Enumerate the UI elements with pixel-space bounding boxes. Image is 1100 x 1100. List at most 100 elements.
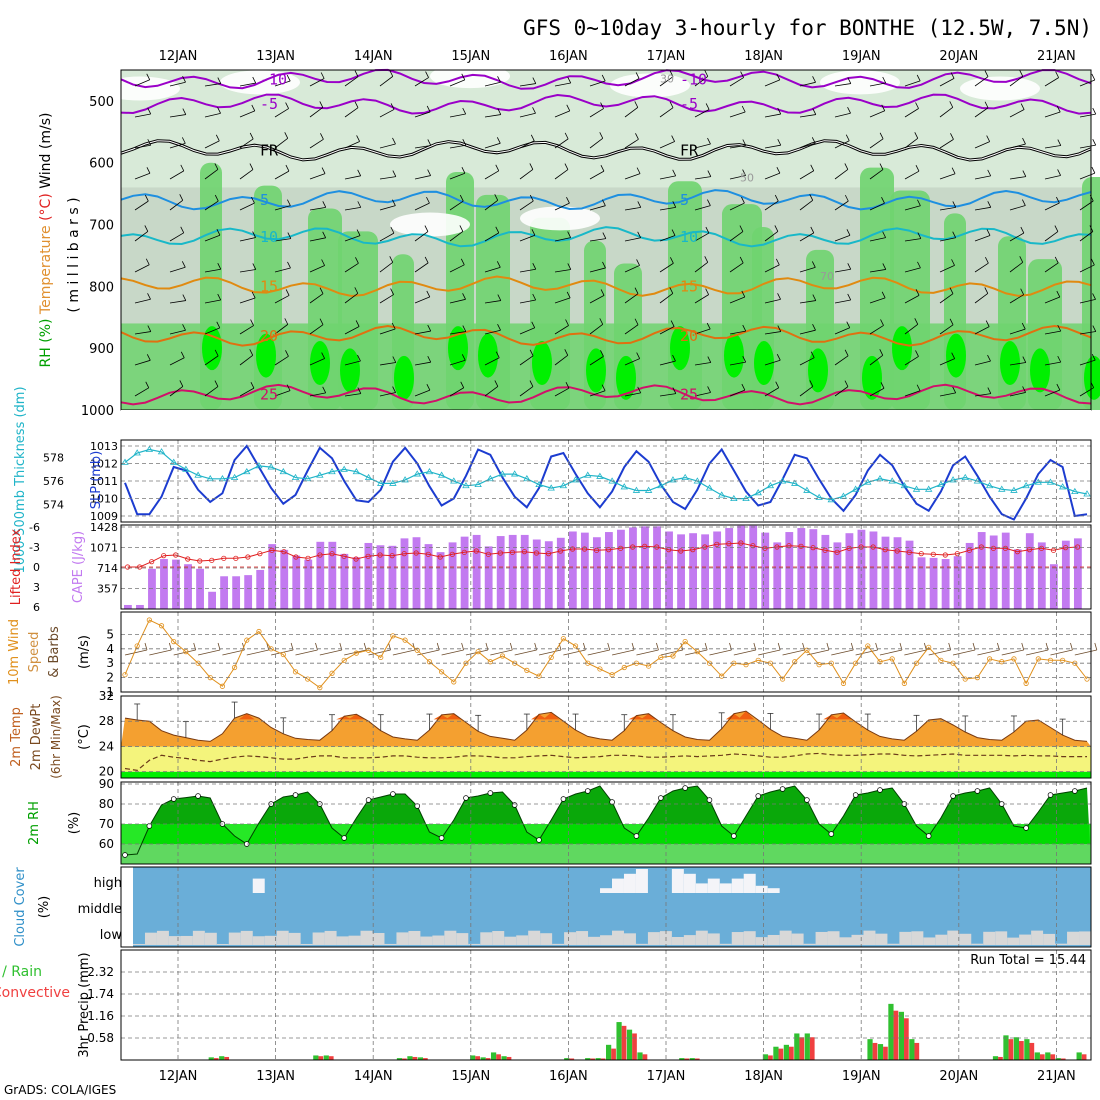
temp-ylabel: (6hr Min/Max) [49,695,63,779]
precip-conv-bar [224,1056,230,1060]
wind-barb [322,201,327,208]
wind-barb [1079,144,1096,149]
cloud-bar-low [743,931,756,945]
wind-barb [204,299,221,304]
li-marker [846,545,852,551]
wind-barb [554,82,571,87]
cloud-bar-low [540,933,553,945]
cape-bar [1073,538,1082,609]
wind-barb-10m [441,649,464,656]
wind-barb [424,225,429,232]
li-marker [569,546,576,552]
thickness-marker [717,491,726,498]
wind-barb [134,200,149,211]
rh-dry-pocket [610,73,690,98]
wind-barb-10m [514,649,537,656]
cloud-bar-low [133,944,145,945]
top-date-label: 14JAN [354,49,393,64]
wind-barb [147,107,152,115]
cloud-bar-low [504,936,517,945]
wind-speed-marker [353,650,359,656]
thickness-marker [462,482,470,489]
wind-barb [180,351,185,358]
wind-barb [449,331,466,335]
cloud-bar-low [647,932,660,945]
precip-conv-bar [998,1056,1003,1060]
wind-barb [414,389,431,397]
wind-speed-marker [524,667,530,674]
wind-barb [987,354,991,362]
precip-tick-label: 1.16 [87,1009,114,1023]
wind-barb [949,101,954,108]
rh-core [448,326,468,371]
wind-barb [1092,325,1097,332]
li-marker [521,549,528,555]
precip-conv-bar [872,1042,878,1060]
wind-speed-marker [426,659,433,665]
thickness-marker [413,470,421,477]
wind-barb [589,170,605,180]
wind-barb [169,300,186,304]
wind-barb [519,234,536,242]
temp-peak [543,712,560,720]
wind-barb [286,384,291,391]
wind-barb [519,83,536,87]
precip-total-bar [626,1029,633,1060]
wind-barb [462,325,467,332]
cloud-bar-low [815,931,828,945]
thickness-marker [510,470,519,477]
wind-barb-10m [319,649,342,656]
thickness-marker [1083,490,1091,497]
wind-barb [215,134,220,142]
wind-barb [1057,139,1062,146]
rh-marker [584,788,591,794]
cloud-row-label: high [94,876,122,891]
wind-barb [599,132,604,139]
cape-bar [472,534,481,609]
wind-barb [484,232,499,242]
wind-barb [179,380,184,387]
wind-barb [309,107,324,118]
wind-barb [390,226,395,234]
rh-plume [530,217,570,410]
wind-barb [659,393,676,397]
cape-bar [580,532,589,609]
wind-barb [379,262,393,273]
bottom-date-label: 19JAN [842,1069,881,1084]
wind-barb [134,298,151,304]
wind-barb [169,232,184,242]
wind-barb [694,362,711,366]
cloud-bar-low [360,930,373,945]
wind-barb [392,356,397,363]
wind-barb [449,79,465,87]
precip-conv-bar [569,1058,575,1060]
wind-speed-marker [1023,680,1029,686]
precip-total-bar [783,1044,789,1060]
cape-bar [184,564,192,609]
wind-barb [799,232,815,242]
wind-barb-10m [733,649,756,656]
wind-barb [390,288,394,295]
wind-barb [564,132,569,140]
li-marker [894,548,900,554]
wind-barb [845,134,850,141]
rh-frame [120,781,1092,865]
cloud-bar-low [683,935,696,945]
wind-speed-marker [146,617,152,623]
wind-barb [239,110,255,118]
precip-conv-bar [799,1037,805,1060]
wind-speed-marker [840,680,847,686]
thickness-marker [571,476,580,483]
wind-barb [414,175,431,180]
wind-barb [461,354,466,361]
thickness-marker [644,486,653,493]
wind-barb [214,380,219,387]
wind-barb [379,294,394,304]
precip-conv-bar [1081,1054,1087,1060]
wind-speed-marker [1072,660,1078,666]
thickness-marker [1071,487,1079,495]
precip-conv-bar [684,1058,690,1060]
wind-tick-label: 1 [106,685,114,699]
wind-barb [775,258,780,266]
rh-core [946,333,966,378]
